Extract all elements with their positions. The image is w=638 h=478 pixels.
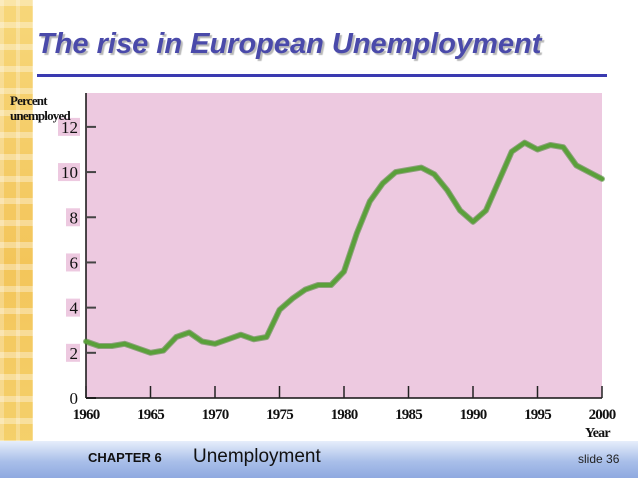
x-tick-label: 2000 (589, 407, 616, 423)
x-axis: 1960 1965 1970 1975 1980 1985 1990 1995 2000 (73, 386, 616, 423)
y-tick-label-box (66, 343, 80, 362)
x-tick-label: 1970 (202, 407, 229, 423)
y-tick-label: 6 (70, 253, 79, 272)
footer-chapter: CHAPTER 6 (88, 450, 162, 465)
y-tick-label-box (66, 208, 80, 227)
x-tick-label: 1965 (137, 407, 164, 423)
y-axis: 0 2 4 6 8 10 12 (58, 93, 96, 408)
y-tick-label-box (66, 253, 80, 272)
y-tick-label: 0 (70, 389, 79, 408)
y-tick-label: 10 (61, 163, 78, 182)
footer-topic: Unemployment (193, 446, 321, 467)
y-tick-label-box (58, 163, 80, 182)
y-tick-label: 8 (70, 208, 79, 227)
y-tick-label: 12 (61, 118, 78, 137)
y-axis-label: Percent unemployed (10, 93, 71, 123)
x-tick-label: 1975 (266, 407, 293, 423)
y-tick-label-box (58, 117, 80, 136)
plot-background (86, 93, 602, 398)
x-tick-label: 1980 (331, 407, 358, 423)
x-tick-label: 1985 (395, 407, 422, 423)
series-line (84, 140, 604, 355)
footer-bar (0, 441, 638, 478)
x-axis-label: Year (585, 426, 611, 441)
x-tick-label: 1995 (524, 407, 551, 423)
title-underline (37, 74, 607, 77)
y-tick-label-box (66, 298, 80, 317)
decorative-side-strip (0, 0, 33, 478)
y-tick-label: 4 (70, 299, 79, 318)
x-tick-label: 1990 (460, 407, 487, 423)
series-layer (83, 139, 605, 356)
slide-number: slide 36 (578, 452, 620, 466)
x-tick-label: 1960 (73, 407, 100, 423)
slide-title: The rise in European Unemployment (37, 28, 542, 60)
y-tick-label: 2 (70, 344, 79, 363)
